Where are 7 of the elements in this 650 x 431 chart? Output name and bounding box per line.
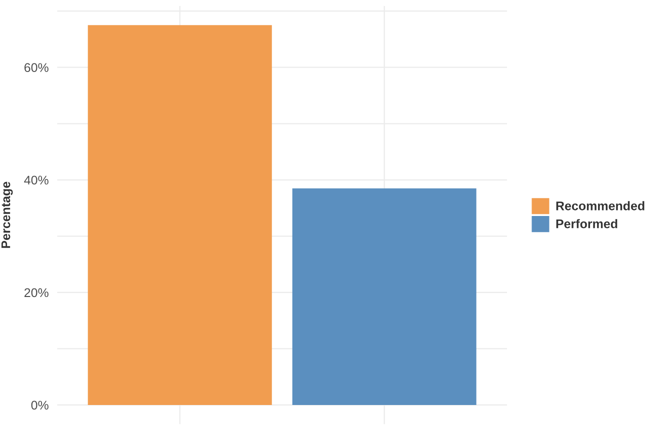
legend-label: Performed (556, 219, 618, 228)
legend-label: Recommended (556, 201, 644, 210)
y-tick-label: 20% (24, 288, 48, 298)
y-axis-title: Percentage (1, 182, 13, 248)
y-tick-label: 40% (24, 176, 48, 185)
y-tick-label: 60% (24, 63, 48, 72)
y-tick-label: 0% (31, 400, 48, 410)
